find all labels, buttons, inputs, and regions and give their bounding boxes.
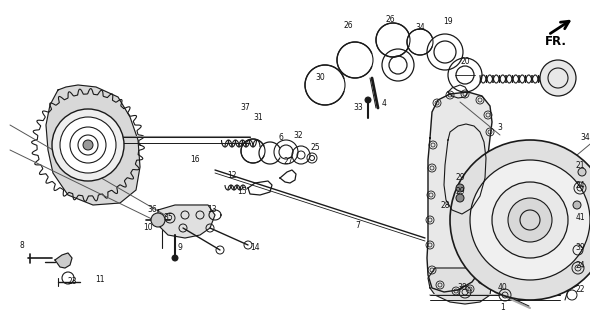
Text: 34: 34 [415,23,425,33]
Circle shape [151,213,165,227]
Text: 3: 3 [497,124,503,132]
Text: 29: 29 [455,188,465,196]
Text: 29: 29 [455,173,465,182]
Text: 40: 40 [497,284,507,292]
Text: 30: 30 [315,74,325,83]
Circle shape [456,184,464,192]
Text: 32: 32 [293,131,303,140]
Text: 34: 34 [580,133,590,142]
Text: 28: 28 [440,201,450,210]
Text: 25: 25 [310,143,320,153]
Circle shape [456,194,464,202]
Text: 41: 41 [575,213,585,222]
Text: 39: 39 [575,244,585,252]
Text: 33: 33 [353,103,363,113]
Text: 15: 15 [237,188,247,196]
Text: FR.: FR. [545,35,567,48]
Polygon shape [55,253,72,268]
Text: 23: 23 [67,277,77,286]
Text: 22: 22 [575,285,585,294]
Text: 13: 13 [207,205,217,214]
Text: 27: 27 [283,157,293,166]
Text: 9: 9 [178,244,182,252]
Text: 21: 21 [575,161,585,170]
Polygon shape [46,85,140,205]
Circle shape [83,140,93,150]
Text: 37: 37 [240,103,250,113]
Circle shape [573,201,581,209]
Circle shape [172,255,178,261]
Circle shape [508,198,552,242]
Circle shape [450,140,590,300]
Polygon shape [158,205,215,238]
Text: 24: 24 [575,260,585,269]
Text: 20: 20 [460,58,470,67]
Text: 26: 26 [385,15,395,25]
Text: 8: 8 [19,241,24,250]
Circle shape [52,109,124,181]
Circle shape [578,168,586,176]
Text: 16: 16 [190,156,200,164]
Text: 11: 11 [95,276,105,284]
Text: 35: 35 [163,213,173,222]
Polygon shape [427,92,492,292]
Polygon shape [428,266,492,304]
Circle shape [60,117,116,173]
Circle shape [470,160,590,280]
Circle shape [492,182,568,258]
Text: 12: 12 [227,171,237,180]
Text: 31: 31 [253,114,263,123]
Text: 4: 4 [382,99,386,108]
Text: 6: 6 [278,133,283,142]
Text: 1: 1 [501,303,506,313]
Text: 26: 26 [343,20,353,29]
Circle shape [540,60,576,96]
Text: 19: 19 [443,18,453,27]
Text: 24: 24 [575,180,585,189]
Text: 10: 10 [143,223,153,233]
Text: 38: 38 [457,284,467,292]
Circle shape [365,97,371,103]
Text: 36: 36 [147,205,157,214]
Text: 14: 14 [250,244,260,252]
Text: 7: 7 [356,220,360,229]
